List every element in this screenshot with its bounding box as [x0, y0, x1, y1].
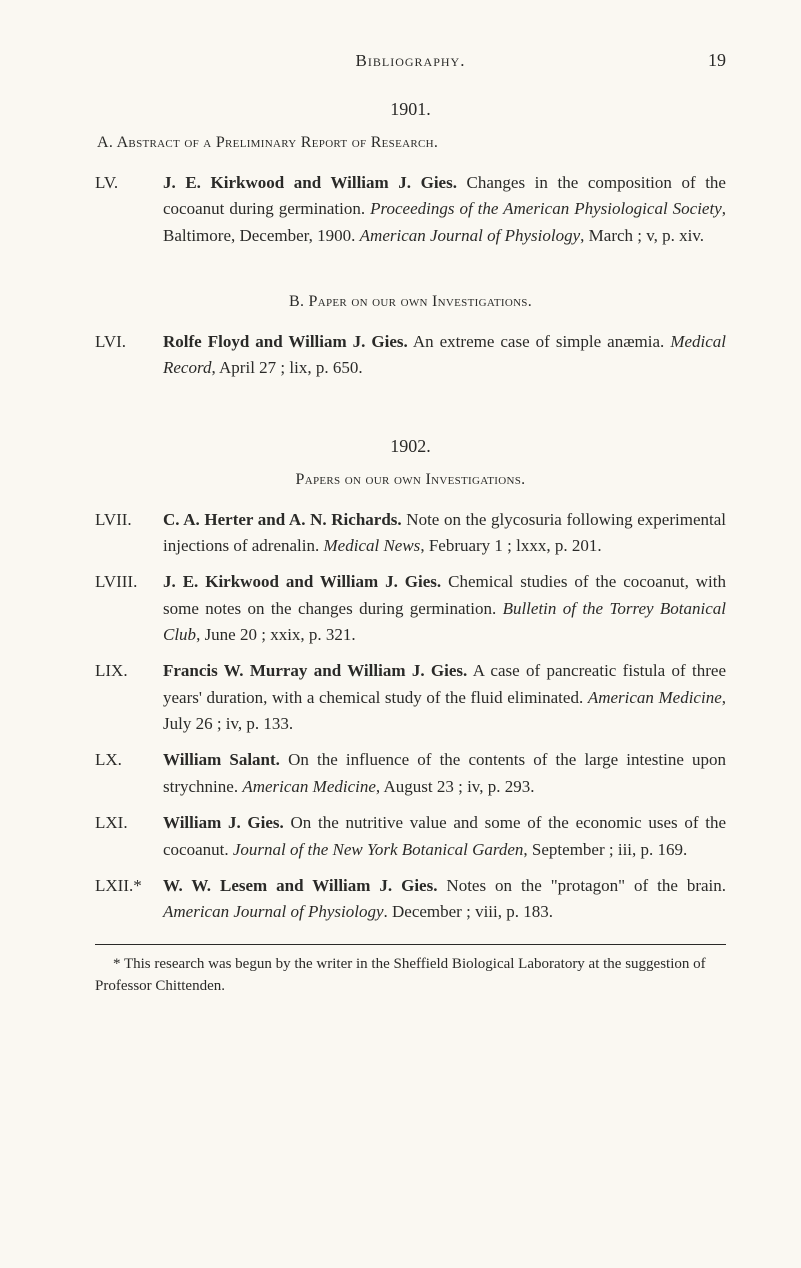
entry-journal: American Journal of Physiology [163, 902, 384, 921]
entry-body: William Salant. On the influence of the … [163, 747, 726, 800]
entry-body: William J. Gies. On the nutritive value … [163, 810, 726, 863]
entry-number: LX. [95, 747, 163, 800]
entry-body: Francis W. Murray and William J. Gies. A… [163, 658, 726, 737]
bibliography-entry: LX. William Salant. On the influence of … [95, 747, 726, 800]
entry-number: LV. [95, 170, 163, 249]
entry-text: , June 20 ; xxix, p. 321. [196, 625, 356, 644]
entry-body: Rolfe Floyd and William J. Gies. An extr… [163, 329, 726, 382]
entry-authors: C. A. Herter and A. N. Richards. [163, 510, 402, 529]
bibliography-entry: LVIII. J. E. Kirkwood and William J. Gie… [95, 569, 726, 648]
page-number: 19 [686, 50, 726, 71]
spacer [95, 392, 726, 418]
entry-authors: J. E. Kirkwood and William J. Gies. [163, 173, 457, 192]
year-heading-1902: 1902. [95, 436, 726, 457]
entry-number: LVI. [95, 329, 163, 382]
entry-journal: American Medicine [242, 777, 376, 796]
entry-journal: Journal of the New York Botanical Garden [233, 840, 524, 859]
entry-number: LIX. [95, 658, 163, 737]
entry-text: , August 23 ; iv, p. 293. [376, 777, 535, 796]
entry-journal: American Medicine [588, 688, 722, 707]
footnote-rule [95, 944, 726, 945]
section-heading-b: B. Paper on our own Investigations. [95, 293, 726, 311]
entry-number: LVII. [95, 507, 163, 560]
bibliography-entry: LVI. Rolfe Floyd and William J. Gies. An… [95, 329, 726, 382]
spacer [95, 259, 726, 281]
footnote-text: * This research was begun by the writer … [95, 953, 726, 998]
bibliography-entry: LXI. William J. Gies. On the nutritive v… [95, 810, 726, 863]
bibliography-entry: LV. J. E. Kirkwood and William J. Gies. … [95, 170, 726, 249]
year-heading-1901: 1901. [95, 99, 726, 120]
entry-body: W. W. Lesem and William J. Gies. Notes o… [163, 873, 726, 926]
entry-body: J. E. Kirkwood and William J. Gies. Chem… [163, 569, 726, 648]
entry-authors: William J. Gies. [163, 813, 284, 832]
entry-text: , April 27 ; lix, p. 650. [211, 358, 362, 377]
entry-text: . December ; viii, p. 183. [384, 902, 554, 921]
page-header: Bibliography. 19 [95, 50, 726, 71]
entry-text: Notes on the "protagon" of the brain. [437, 876, 726, 895]
entry-journal: Medical News [324, 536, 421, 555]
running-head: Bibliography. [135, 51, 686, 71]
section-heading-papers: Papers on our own Investigations. [95, 471, 726, 489]
entry-authors: J. E. Kirkwood and William J. Gies. [163, 572, 441, 591]
bibliography-entry: LIX. Francis W. Murray and William J. Gi… [95, 658, 726, 737]
entry-number: LXII.* [95, 873, 163, 926]
entry-authors: Rolfe Floyd and William J. Gies. [163, 332, 408, 351]
bibliography-entry: LXII.* W. W. Lesem and William J. Gies. … [95, 873, 726, 926]
entry-text: , February 1 ; lxxx, p. 201. [420, 536, 601, 555]
entry-journal: American Journal of Physiology [360, 226, 581, 245]
entry-authors: William Salant. [163, 750, 280, 769]
entry-number: LXI. [95, 810, 163, 863]
entry-body: C. A. Herter and A. N. Richards. Note on… [163, 507, 726, 560]
entry-journal: Proceedings of the American Physiologica… [370, 199, 722, 218]
entry-text: , September ; iii, p. 169. [523, 840, 687, 859]
entry-body: J. E. Kirkwood and William J. Gies. Chan… [163, 170, 726, 249]
entry-text: An extreme case of simple anæmia. [408, 332, 671, 351]
bibliography-entry: LVII. C. A. Herter and A. N. Richards. N… [95, 507, 726, 560]
entry-number: LVIII. [95, 569, 163, 648]
entry-authors: Francis W. Murray and William J. Gies. [163, 661, 467, 680]
page-container: Bibliography. 19 1901. A. Abstract of a … [0, 0, 801, 1268]
entry-authors: W. W. Lesem and William J. Gies. [163, 876, 437, 895]
entry-text: , March ; v, p. xiv. [580, 226, 704, 245]
section-heading-a: A. Abstract of a Preliminary Report of R… [95, 134, 726, 152]
